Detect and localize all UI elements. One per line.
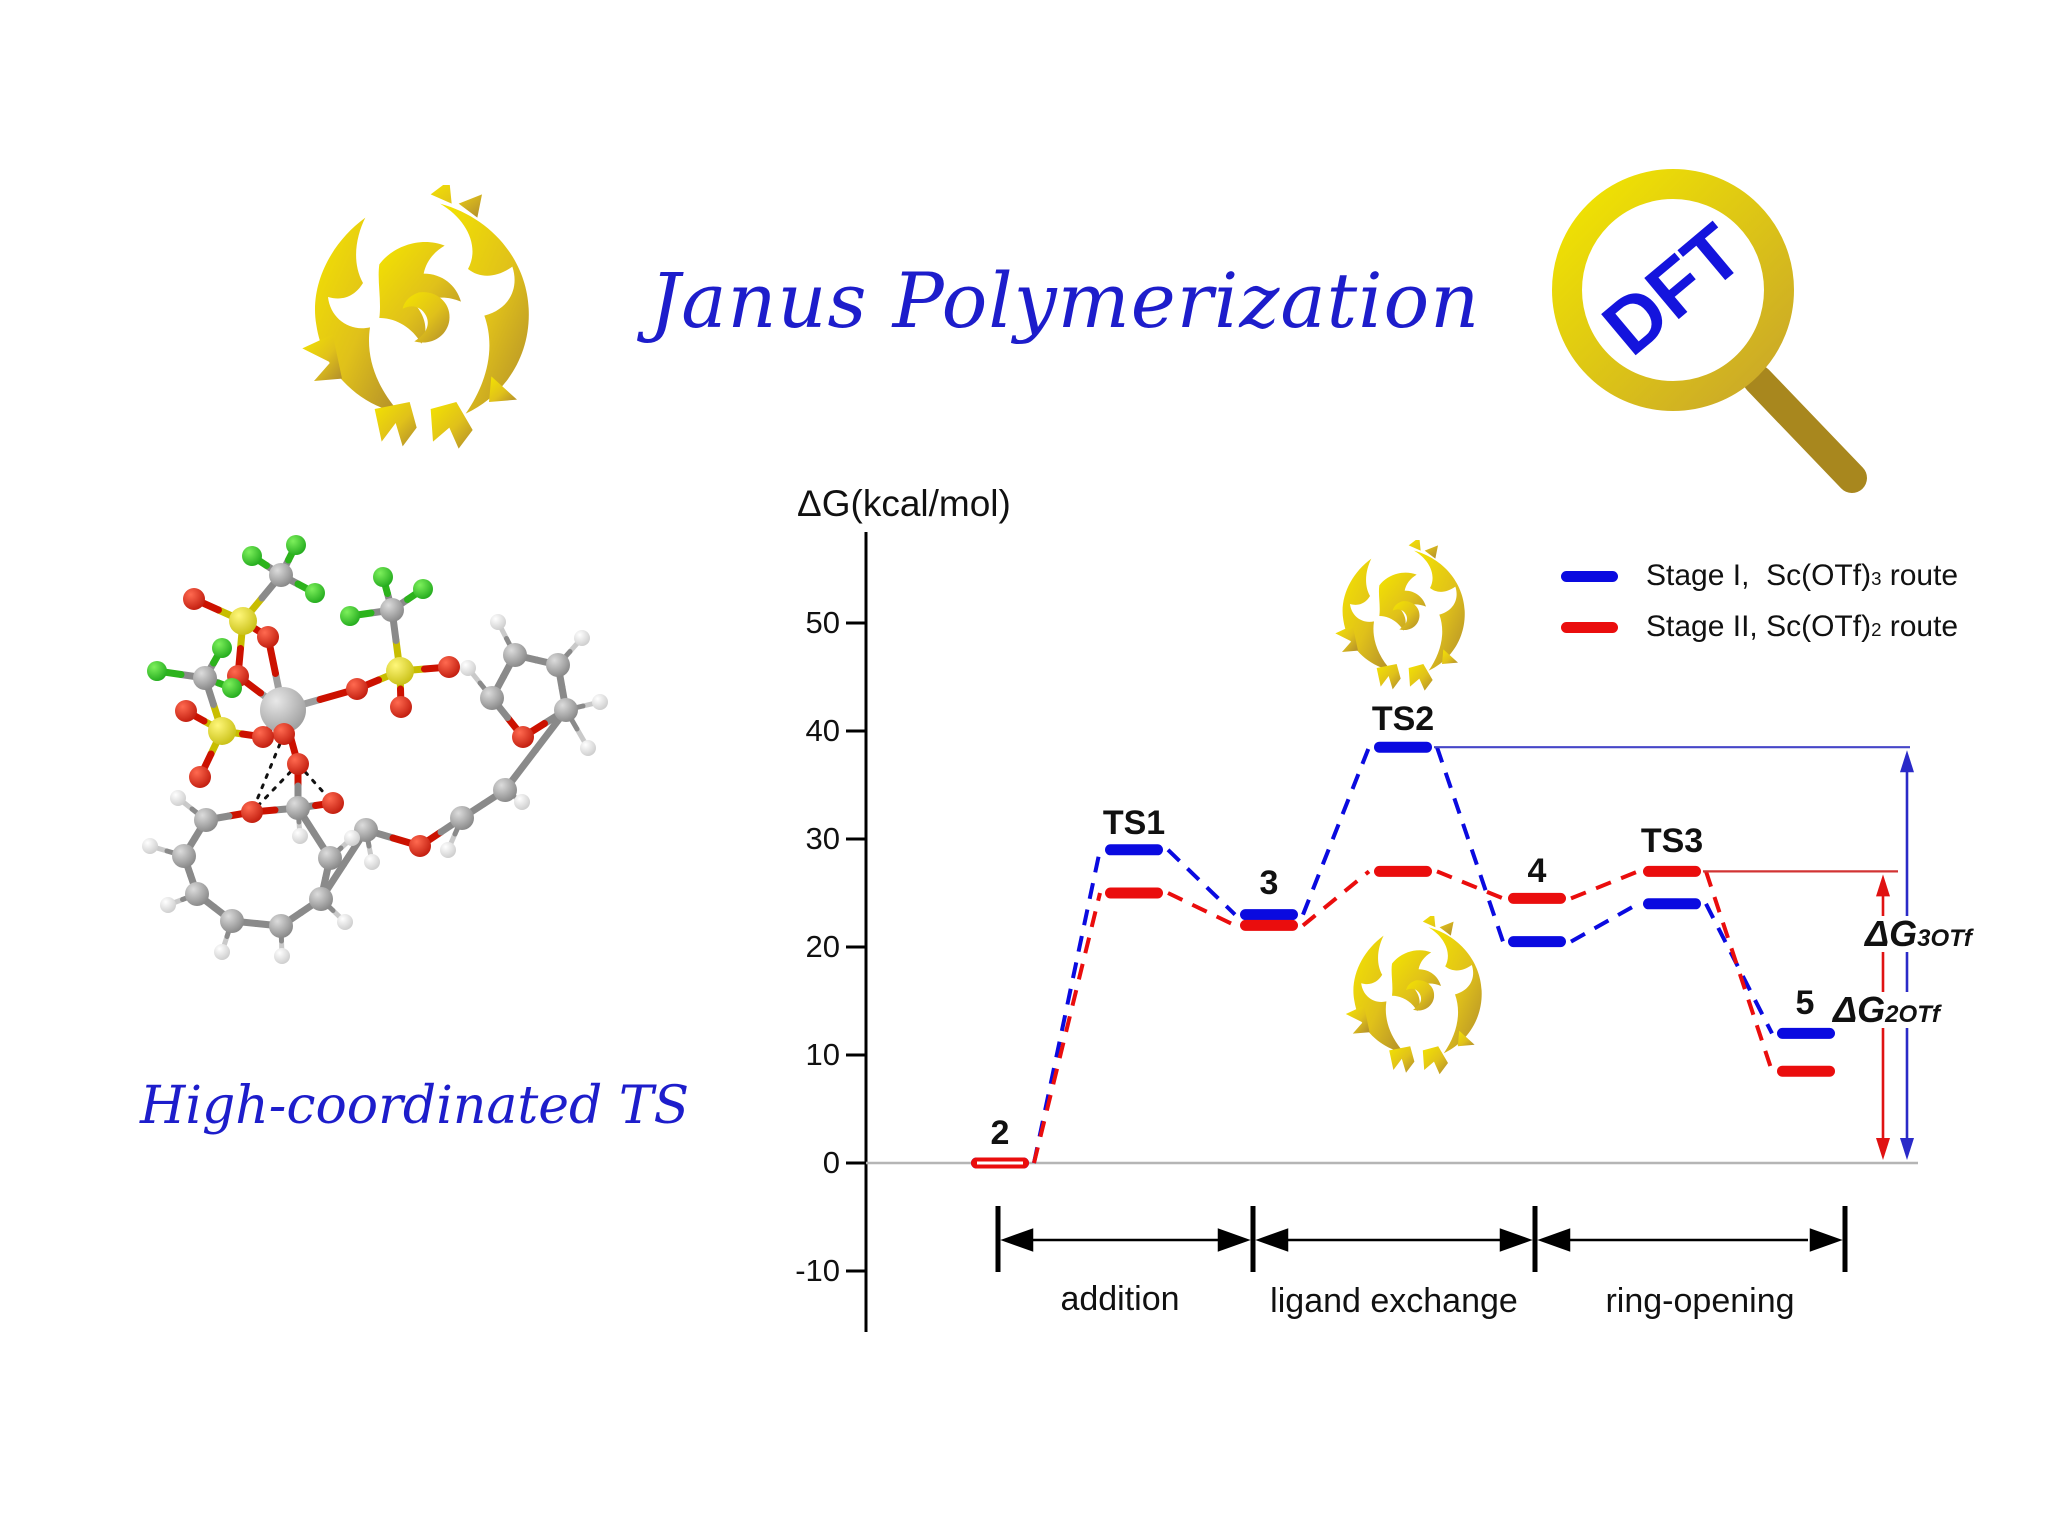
phase-arrows bbox=[1000, 1228, 1843, 1252]
dragon-logo-small-top bbox=[1335, 540, 1465, 691]
y-axis-label: ΔG(kcal/mol) bbox=[797, 483, 1011, 524]
station-label-3: 3 bbox=[1259, 864, 1279, 902]
phase-label-ring-opening: ring-opening bbox=[1605, 1282, 1795, 1320]
legend-chip-blue bbox=[1561, 570, 1618, 582]
phase-dividers bbox=[995, 1206, 1848, 1272]
page-title: Janus Polymerization bbox=[649, 256, 1481, 345]
y-tick-m10: -10 bbox=[795, 1253, 840, 1288]
dft-magnifier-icon bbox=[1552, 169, 1867, 493]
annotation-dG-2OTf: ΔG2OTf bbox=[1830, 992, 1943, 1028]
y-tick-50: 50 bbox=[805, 605, 840, 640]
dragon-logo bbox=[302, 185, 529, 449]
molecule-caption: High-coordinated TS bbox=[140, 1076, 690, 1136]
station-label-TS1: TS1 bbox=[1102, 804, 1166, 842]
station-label-TS2: TS2 bbox=[1371, 700, 1435, 738]
phase-label-ligand-exchange: ligand exchange bbox=[1270, 1282, 1518, 1320]
legend-label-stage2: Stage II, Sc(OTf)2 route bbox=[1646, 610, 1959, 643]
y-tick-20: 20 bbox=[805, 929, 840, 964]
y-tick-40: 40 bbox=[805, 713, 840, 748]
dragon-logo-small-bottom bbox=[1345, 916, 1482, 1075]
molecule-ts-structure bbox=[142, 535, 608, 964]
annotation-dG-3OTf: ΔG3OTf bbox=[1862, 916, 1975, 952]
y-tick-10: 10 bbox=[805, 1037, 840, 1072]
y-tick-0: 0 bbox=[822, 1145, 840, 1180]
station-label-5: 5 bbox=[1795, 984, 1815, 1022]
energy-diagram-frame bbox=[864, 532, 1918, 1332]
legend-chip-red bbox=[1561, 621, 1618, 633]
legend-entry-stage1: Stage I, Sc(OTf)3 route bbox=[1561, 558, 1958, 594]
energy-levels bbox=[846, 621, 1914, 1273]
legend-entry-stage2: Stage II, Sc(OTf)2 route bbox=[1561, 609, 1958, 645]
station-label-4: 4 bbox=[1527, 852, 1547, 890]
legend-label-stage1: Stage I, Sc(OTf)3 route bbox=[1646, 559, 1959, 592]
y-tick-30: 30 bbox=[805, 821, 840, 856]
phase-label-addition: addition bbox=[1060, 1280, 1180, 1318]
station-label-2: 2 bbox=[990, 1114, 1010, 1152]
station-label-TS3: TS3 bbox=[1640, 822, 1704, 860]
